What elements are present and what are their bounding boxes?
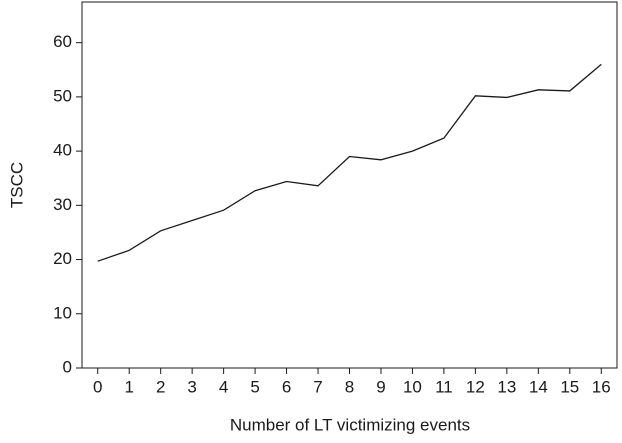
y-tick-label: 20 [53, 249, 72, 268]
x-tick-label: 5 [250, 377, 259, 396]
x-axis-title: Number of LT victimizing events [230, 415, 470, 434]
x-tick-label: 14 [529, 377, 548, 396]
plot-frame [81, 1, 618, 369]
y-tick-label: 0 [63, 357, 72, 376]
y-tick-label: 10 [53, 303, 72, 322]
x-tick-label: 10 [403, 377, 422, 396]
y-tick-label: 60 [53, 32, 72, 51]
x-tick-label: 15 [560, 377, 579, 396]
x-tick-label: 11 [435, 377, 453, 396]
x-tick-label: 0 [93, 377, 102, 396]
y-axis-title: TSCC [7, 162, 26, 208]
x-tick-label: 4 [219, 377, 228, 396]
y-tick-label: 50 [53, 86, 72, 105]
x-tick-label: 1 [124, 377, 133, 396]
x-tick-label: 12 [466, 377, 485, 396]
x-tick-label: 16 [592, 377, 611, 396]
x-tick-label: 2 [156, 377, 165, 396]
x-tick-label: 7 [313, 377, 322, 396]
data-line [97, 63, 602, 262]
x-tick-label: 9 [376, 377, 385, 396]
y-tick-label: 30 [53, 195, 72, 214]
x-tick-label: 6 [282, 377, 291, 396]
x-tick-label: 8 [345, 377, 354, 396]
x-tick-label: 3 [187, 377, 196, 396]
x-tick-label: 13 [497, 377, 516, 396]
y-tick-label: 40 [53, 141, 72, 160]
